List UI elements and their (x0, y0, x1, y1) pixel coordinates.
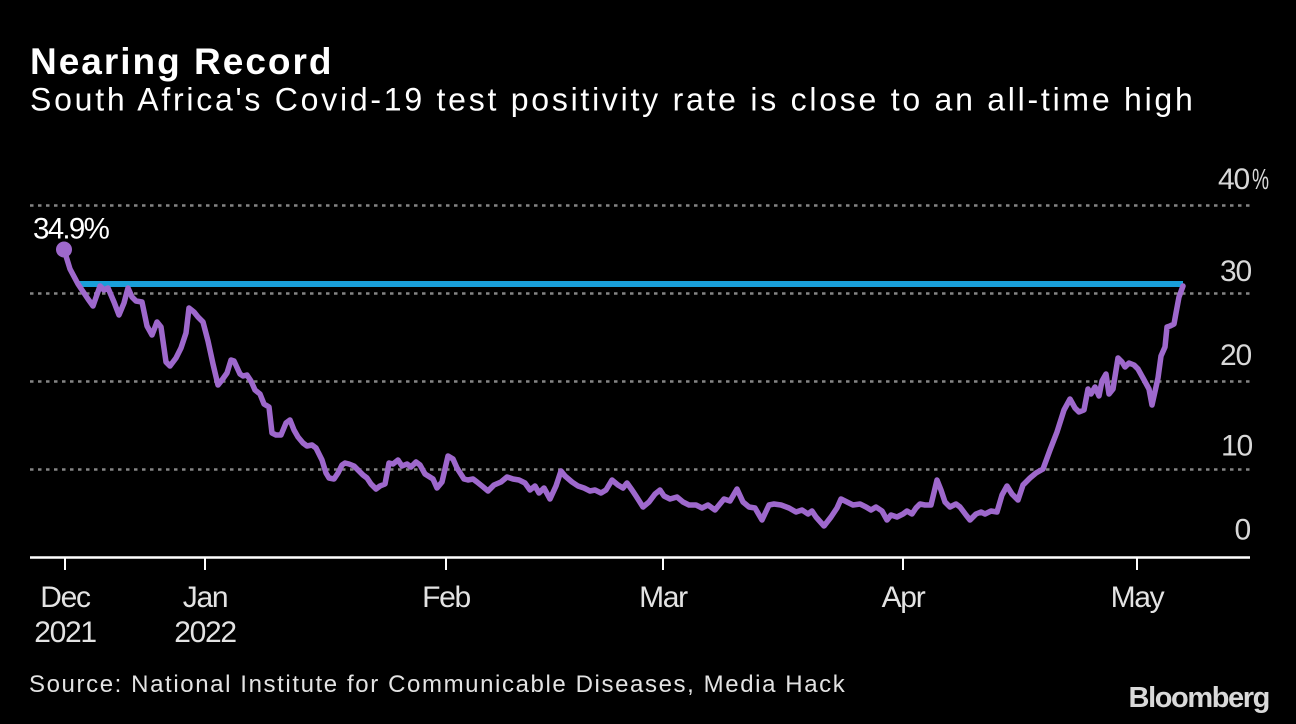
svg-text:20: 20 (1220, 339, 1251, 372)
svg-text:May: May (1111, 581, 1165, 614)
svg-text:Feb: Feb (422, 581, 470, 614)
svg-text:South Africa's Covid-19 test p: South Africa's Covid-19 test positivity … (30, 82, 1196, 118)
svg-text:10: 10 (1221, 430, 1252, 463)
svg-text:0: 0 (1235, 514, 1251, 547)
svg-text:30: 30 (1220, 255, 1251, 288)
svg-text:34.9%: 34.9% (33, 213, 110, 246)
svg-text:Nearing Record: Nearing Record (30, 41, 334, 82)
svg-text:%: % (1252, 164, 1268, 196)
svg-text:Mar: Mar (639, 581, 688, 614)
svg-text:Jan: Jan (183, 581, 227, 614)
svg-text:Apr: Apr (882, 581, 926, 614)
svg-text:Bloomberg: Bloomberg (1129, 682, 1269, 714)
svg-text:40: 40 (1218, 163, 1249, 196)
svg-text:Dec: Dec (40, 581, 91, 614)
svg-text:2021: 2021 (34, 616, 96, 649)
svg-text:2022: 2022 (174, 616, 236, 649)
svg-text:Source: National Institute for: Source: National Institute for Communica… (29, 671, 846, 698)
